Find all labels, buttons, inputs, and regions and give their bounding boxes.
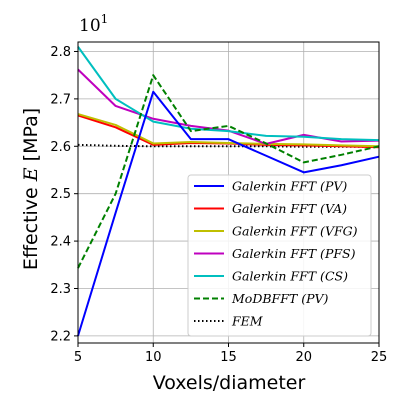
series-line [77, 46, 380, 142]
y-axis-multiplier-exponent: 1 [101, 12, 109, 26]
x-tick-label: 5 [74, 350, 82, 365]
series-line [77, 113, 380, 148]
x-tick-label: 25 [371, 350, 388, 365]
y-tick-label: 2.5 [50, 187, 71, 202]
y-axis-multiplier: 101 [79, 12, 108, 36]
y-tick-label: 2.3 [50, 282, 71, 297]
legend-label: MoDBFFT (PV) [231, 291, 329, 306]
axis-ticks: 5 10 15 20 25 2.2 2.3 2.4 2.5 2.6 2.7 2.8 [50, 45, 387, 365]
x-tick-label: 20 [295, 350, 312, 365]
y-tick-label: 2.6 [50, 140, 71, 155]
legend-label: Galerkin FFT (PV) [232, 179, 347, 194]
y-axis-title-suffix: [MPa] [20, 108, 42, 168]
y-axis-title-prefix: Effective [20, 181, 42, 270]
y-tick-label: 2.8 [50, 45, 71, 60]
y-axis-title-symbol: E [20, 167, 42, 182]
legend-label: Galerkin FFT (CS) [232, 269, 348, 284]
legend-label: FEM [231, 314, 264, 329]
legend-label: Galerkin FFT (PFS) [232, 246, 356, 261]
y-tick-label: 2.4 [50, 235, 71, 250]
legend-box [187, 174, 372, 337]
x-tick-label: 10 [145, 350, 162, 365]
plot-series [77, 46, 380, 337]
x-tick-label: 15 [220, 350, 237, 365]
y-axis-title: Effective E [MPa] [20, 108, 42, 270]
y-tick-label: 2.7 [50, 92, 71, 107]
chart-legend: Galerkin FFT (PV) Galerkin FFT (VA) Galerk… [187, 174, 372, 337]
x-axis-title: Voxels/diameter [153, 372, 306, 394]
legend-items: Galerkin FFT (PV) Galerkin FFT (VA) Galerk… [194, 179, 358, 329]
series-line [77, 90, 380, 337]
legend-label: Galerkin FFT (VA) [232, 201, 347, 216]
y-axis-multiplier-base: 10 [79, 16, 101, 36]
legend-label: Galerkin FFT (VFG) [232, 224, 358, 239]
y-tick-label: 2.2 [50, 329, 71, 344]
